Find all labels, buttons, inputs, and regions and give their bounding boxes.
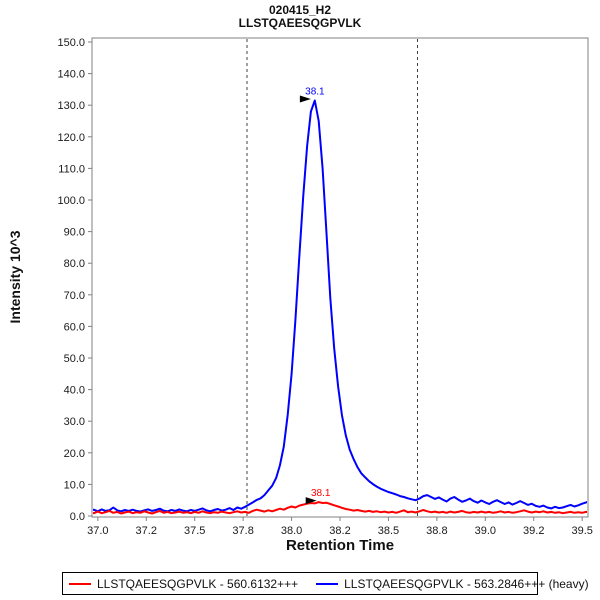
legend-item-light: LLSTQAEESQGPVLK - 560.6132+++ [69,577,298,591]
y-tick-label: 0.0 [70,511,85,523]
x-tick-label: 37.8 [232,525,253,537]
x-tick-label: 37.5 [184,525,205,537]
peak-rt-label[interactable]: 38.1 [311,488,331,499]
x-tick-label: 37.2 [136,525,157,537]
legend-label-light: LLSTQAEESQGPVLK - 560.6132+++ [97,576,299,591]
legend-label-heavy: LLSTQAEESQGPVLK - 563.2846+++ (heavy) [344,576,589,591]
y-tick-label: 70.0 [64,290,85,302]
peak-rt-label[interactable]: 38.1 [305,86,325,97]
plot-border [91,37,589,518]
y-tick-label: 20.0 [64,448,85,460]
x-axis-title: Retention Time [285,537,395,554]
y-tick-label: 110.0 [58,163,85,175]
x-tick-label: 39.2 [523,525,544,537]
chart-title-peptide: LLSTQAEESQGPVLK [238,16,362,30]
x-tick-label: 38.5 [378,525,399,537]
y-tick-label: 140.0 [57,69,85,81]
y-tick-label: 130.0 [57,100,85,112]
heavy-series-line-icon [316,582,339,585]
y-tick-label: 40.0 [64,385,85,397]
chart-title: 020415_H2 LLSTQAEESQGPVLK [0,4,600,30]
peak-arrow-icon[interactable] [305,497,317,505]
x-tick-label: 38.8 [426,525,447,537]
y-tick-label: 10.0 [64,479,85,491]
legend: LLSTQAEESQGPVLK - 560.6132+++ LLSTQAEESQ… [62,572,589,595]
x-tick-label: 39.5 [571,525,592,537]
chart-title-run: 020415_H2 [268,3,332,17]
x-tick-label: 38.2 [329,525,350,537]
y-tick-label: 60.0 [64,321,85,333]
y-tick-label: 150.0 [57,37,85,49]
series-line-light [93,501,587,515]
series-line-heavy [93,99,587,513]
x-tick-label: 38.0 [281,525,302,537]
y-tick-label: 90.0 [64,227,85,239]
y-tick-label: 100.0 [57,195,85,207]
peak-arrow-icon[interactable] [299,95,311,103]
y-tick-label: 50.0 [64,353,85,365]
legend-item-heavy: LLSTQAEESQGPVLK - 563.2846+++ (heavy) [316,576,589,591]
y-tick-label: 80.0 [64,258,85,270]
y-tick-label: 120.0 [57,132,85,144]
light-series-line-icon [69,582,91,585]
y-tick-label: 30.0 [64,416,85,428]
x-tick-label: 39.0 [475,525,496,537]
x-tick-label: 37.0 [87,525,108,537]
